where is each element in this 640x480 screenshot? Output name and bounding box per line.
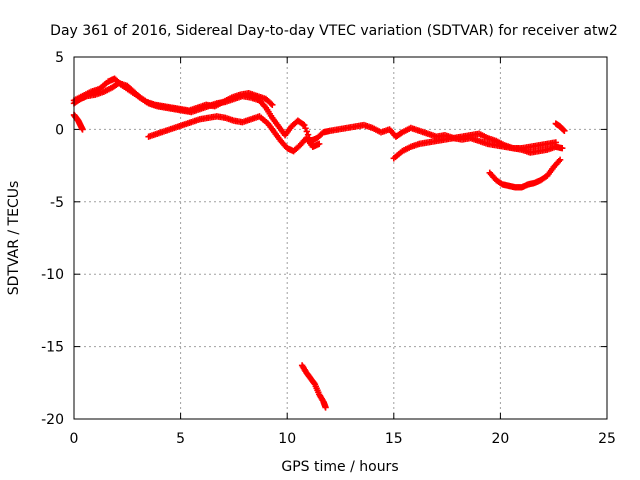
x-tick-label: 10 — [278, 431, 296, 447]
data-point — [299, 120, 307, 128]
y-axis-label: SDTVAR / TECUs — [6, 181, 22, 296]
x-tick-label: 20 — [491, 431, 509, 447]
data-point — [552, 139, 560, 146]
series-upper-track — [70, 75, 276, 114]
y-tick-labels: 5 0 -5 -10 -15 -20 — [41, 50, 64, 428]
data-point — [302, 125, 309, 132]
data-point — [322, 404, 329, 411]
series-late-lower-track — [390, 134, 560, 162]
x-tick-labels: 0 5 10 15 20 25 — [70, 431, 616, 447]
y-tick-label: 5 — [55, 50, 64, 66]
series-bottom-right-dip — [486, 156, 564, 191]
chart-title: Day 361 of 2016, Sidereal Day-to-day VTE… — [50, 23, 618, 39]
data-point — [79, 126, 86, 133]
y-tick-label: 0 — [55, 122, 64, 138]
data-point — [561, 127, 568, 135]
data-point — [315, 140, 323, 148]
data-points — [70, 75, 568, 411]
series-end-segment — [552, 120, 568, 135]
x-tick-label: 5 — [176, 431, 185, 447]
x-tick-label: 0 — [70, 431, 79, 447]
y-tick-label: -10 — [41, 267, 64, 283]
x-axis-label: GPS time / hours — [281, 459, 398, 475]
x-tick-label: 15 — [385, 431, 403, 447]
y-tick-label: -5 — [50, 195, 64, 211]
data-point — [559, 145, 566, 152]
series-outlier-dip — [298, 362, 329, 411]
data-point — [301, 121, 308, 129]
data-point — [269, 101, 276, 108]
plot-frame — [73, 56, 608, 420]
data-point — [556, 156, 564, 164]
data-point — [303, 128, 311, 135]
data-point — [560, 126, 567, 134]
series-lower-track — [145, 113, 323, 155]
data-point — [267, 100, 275, 107]
y-tick-label: -20 — [41, 412, 64, 428]
y-tick-label: -15 — [41, 340, 64, 356]
x-tick-label: 25 — [598, 431, 616, 447]
